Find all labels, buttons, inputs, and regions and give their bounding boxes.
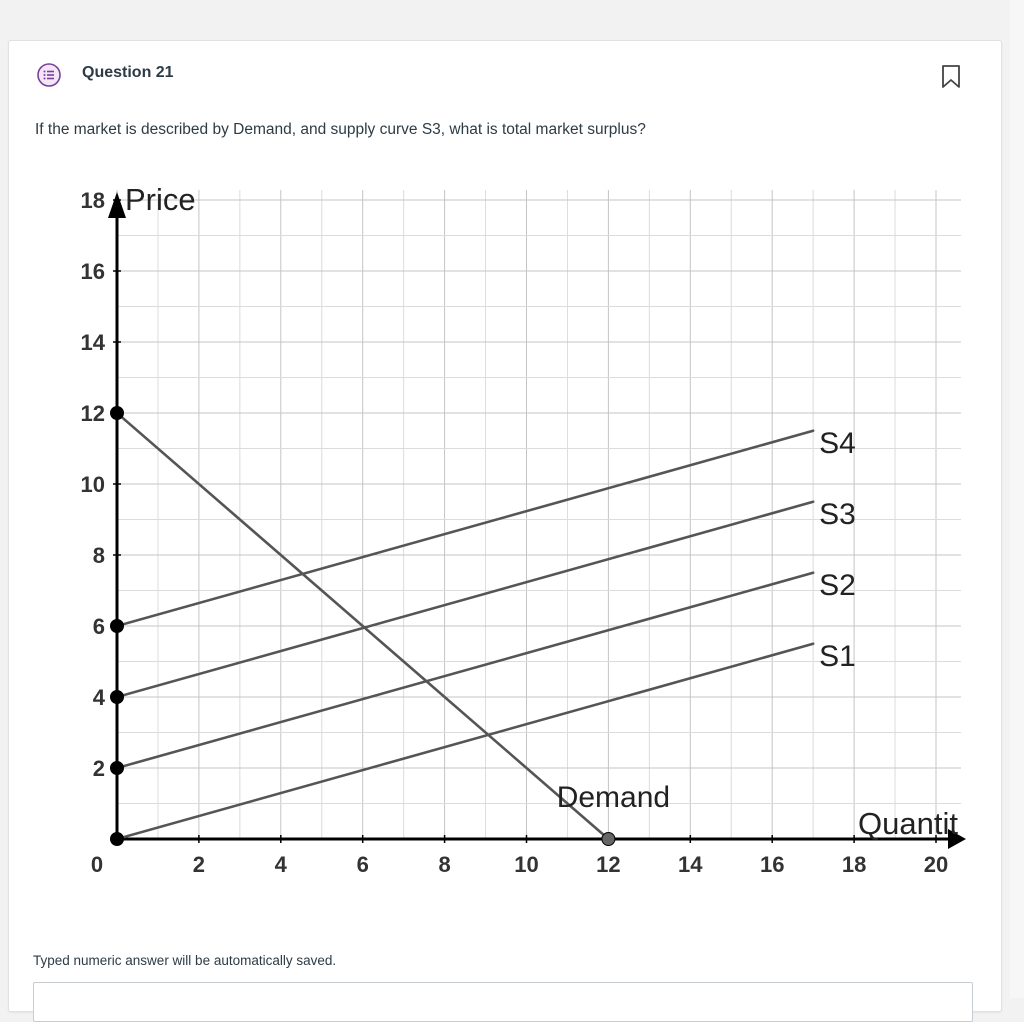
y-tick-label: 6 (93, 614, 105, 639)
x-tick-label: 16 (760, 852, 784, 877)
x-tick-label: 18 (842, 852, 866, 877)
question-text: If the market is described by Demand, an… (35, 121, 646, 138)
x-tick-label: 14 (678, 852, 703, 877)
data-point (110, 406, 124, 420)
y-axis-label: Price (125, 182, 196, 217)
series-line-s2 (115, 571, 815, 770)
x-tick-label: 12 (596, 852, 620, 877)
supply-demand-chart: 2 4 6 8 10 12 14 16 18 20 0 2 4 6 8 10 12 14 16 18 Price Quan… (81, 182, 966, 877)
y-tick-label: 16 (81, 259, 105, 284)
question-list-icon (37, 63, 61, 87)
series-label-s4: S4 (819, 427, 856, 460)
question-title: Question 21 (82, 64, 174, 81)
x-tick-label: 2 (193, 852, 205, 877)
x-tick-label: 6 (357, 852, 369, 877)
answer-input[interactable] (33, 982, 973, 1022)
bookmark-icon[interactable] (941, 65, 961, 89)
y-axis-arrow (108, 192, 126, 218)
data-point (110, 832, 124, 846)
x-axis-label: Quantit (858, 806, 958, 841)
data-point (110, 761, 124, 775)
x-tick-label: 8 (438, 852, 450, 877)
y-tick-label: 18 (81, 188, 105, 213)
y-tick-label: 14 (81, 330, 106, 355)
data-point (601, 832, 616, 846)
x-tick-label: 10 (514, 852, 538, 877)
data-point (110, 619, 124, 633)
series-label-s2: S2 (819, 569, 856, 602)
y-tick-label: 4 (93, 685, 106, 710)
y-tick-label: 2 (93, 756, 105, 781)
autosave-note: Typed numeric answer will be automatical… (33, 953, 337, 968)
origin-label: 0 (91, 852, 103, 877)
series-line-demand (115, 411, 610, 841)
series-label-demand: Demand (557, 781, 670, 814)
series-line-s3 (115, 500, 815, 699)
series-line-s1 (115, 642, 815, 841)
series-label-s3: S3 (819, 498, 856, 531)
y-tick-label: 10 (81, 472, 105, 497)
series-line-s4 (115, 429, 815, 628)
question-card: Question 21 If the market is described b… (8, 40, 1002, 1022)
data-point (110, 690, 124, 704)
series-label-s1: S1 (819, 640, 856, 673)
x-tick-label: 4 (275, 852, 288, 877)
x-tick-label: 20 (924, 852, 948, 877)
y-tick-label: 8 (93, 543, 105, 568)
x-axis-arrow (948, 829, 966, 849)
y-tick-label: 12 (81, 401, 105, 426)
page-scrollbar[interactable] (1010, 0, 1024, 998)
